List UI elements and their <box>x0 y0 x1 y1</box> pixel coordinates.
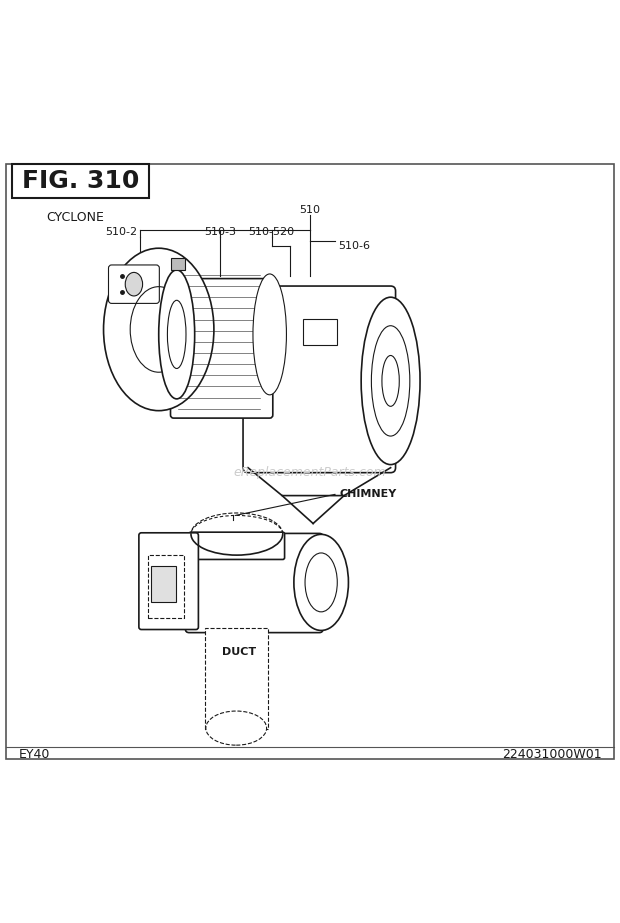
Text: CYCLONE: CYCLONE <box>46 211 104 224</box>
FancyBboxPatch shape <box>243 286 396 473</box>
Text: FIG. 310: FIG. 310 <box>22 169 140 193</box>
Text: 510-520: 510-520 <box>249 227 294 237</box>
FancyBboxPatch shape <box>108 265 159 304</box>
FancyBboxPatch shape <box>205 628 268 729</box>
Text: 510-3: 510-3 <box>204 227 236 237</box>
Ellipse shape <box>361 297 420 464</box>
Ellipse shape <box>294 534 348 630</box>
Text: 510-2: 510-2 <box>105 227 137 237</box>
FancyBboxPatch shape <box>303 319 337 345</box>
Ellipse shape <box>253 274 286 395</box>
FancyBboxPatch shape <box>151 567 176 602</box>
Ellipse shape <box>159 270 195 399</box>
Text: eReplacementParts.com: eReplacementParts.com <box>234 465 386 478</box>
FancyBboxPatch shape <box>170 258 185 270</box>
FancyBboxPatch shape <box>148 555 184 617</box>
Text: 224031000W01: 224031000W01 <box>502 749 601 761</box>
FancyBboxPatch shape <box>139 533 198 629</box>
Ellipse shape <box>125 272 143 296</box>
Ellipse shape <box>206 711 267 745</box>
FancyBboxPatch shape <box>189 533 285 559</box>
Text: CHIMNEY: CHIMNEY <box>340 489 397 498</box>
Text: 510-6: 510-6 <box>338 241 370 251</box>
Text: EY40: EY40 <box>19 749 50 761</box>
FancyBboxPatch shape <box>12 164 149 198</box>
Text: DUCT: DUCT <box>221 647 256 657</box>
FancyBboxPatch shape <box>185 533 323 632</box>
Ellipse shape <box>104 248 214 411</box>
Text: 510: 510 <box>299 205 321 215</box>
FancyBboxPatch shape <box>170 279 273 418</box>
